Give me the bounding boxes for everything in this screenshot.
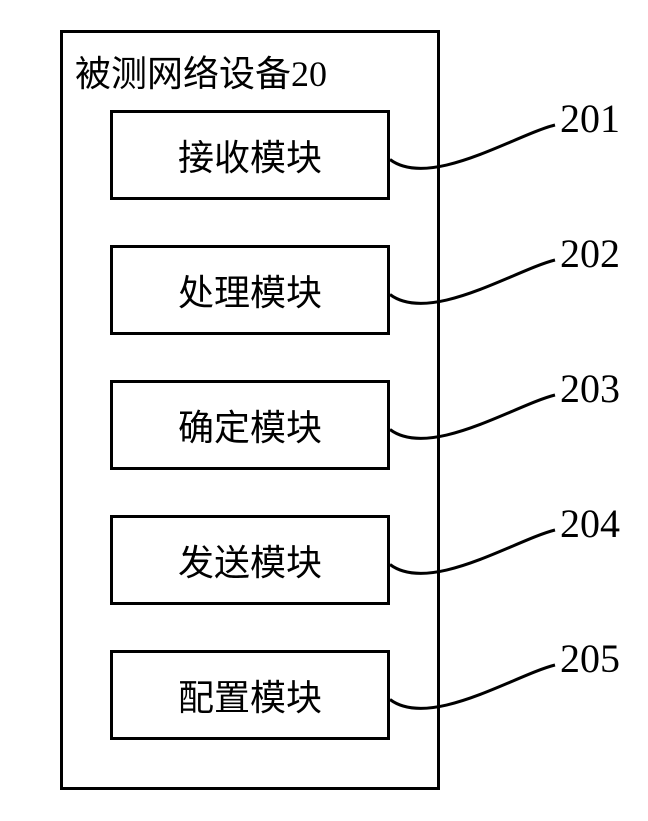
module-process: 处理模块 [110,245,390,335]
module-label: 接收模块 [178,129,322,181]
module-label: 配置模块 [178,669,322,721]
module-number-204: 204 [560,500,620,547]
module-determine: 确定模块 [110,380,390,470]
module-number-203: 203 [560,365,620,412]
module-label: 处理模块 [178,264,322,316]
device-title: 被测网络设备20 [75,45,327,97]
module-number-202: 202 [560,230,620,277]
module-number-201: 201 [560,95,620,142]
module-number-205: 205 [560,635,620,682]
module-label: 确定模块 [178,399,322,451]
module-label: 发送模块 [178,534,322,586]
module-receive: 接收模块 [110,110,390,200]
module-configure: 配置模块 [110,650,390,740]
module-send: 发送模块 [110,515,390,605]
